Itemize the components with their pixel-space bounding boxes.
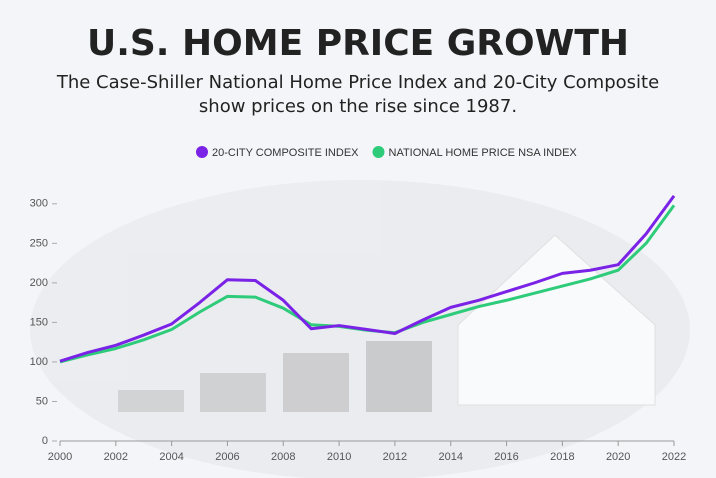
subtitle: The Case-Shiller National Home Price Ind…	[56, 72, 659, 93]
y-tick-label: 150	[30, 316, 48, 328]
x-tick-label: 2020	[606, 451, 630, 463]
x-tick-label: 2016	[494, 451, 518, 463]
y-tick-label: 200	[30, 277, 48, 289]
x-tick-label: 2006	[215, 451, 239, 463]
series-line	[59, 195, 676, 363]
y-tick-label: 300	[30, 198, 48, 210]
chart-title: U.S. HOME PRICE GROWTH	[87, 23, 629, 64]
y-tick-label: 50	[36, 395, 48, 407]
x-tick-label: 2004	[159, 451, 183, 463]
legend-marker	[196, 146, 208, 158]
x-tick-label: 2010	[327, 451, 351, 463]
x-tick-label: 2000	[48, 451, 72, 463]
y-tick-label: 0	[42, 435, 48, 447]
legend-label: 20-CITY COMPOSITE INDEX	[212, 147, 359, 159]
subtitle: show prices on the rise since 1987.	[199, 96, 517, 117]
x-tick-label: 2008	[271, 451, 295, 463]
x-tick-label: 2012	[383, 451, 407, 463]
y-tick-label: 100	[30, 356, 48, 368]
x-tick-label: 2018	[550, 451, 574, 463]
legend-label: NATIONAL HOME PRICE NSA INDEX	[389, 147, 578, 159]
legend-marker	[372, 146, 385, 158]
x-tick-label: 2002	[104, 451, 128, 463]
x-tick-label: 2022	[662, 451, 686, 463]
y-tick-label: 250	[30, 237, 48, 249]
x-tick-label: 2014	[438, 451, 462, 463]
